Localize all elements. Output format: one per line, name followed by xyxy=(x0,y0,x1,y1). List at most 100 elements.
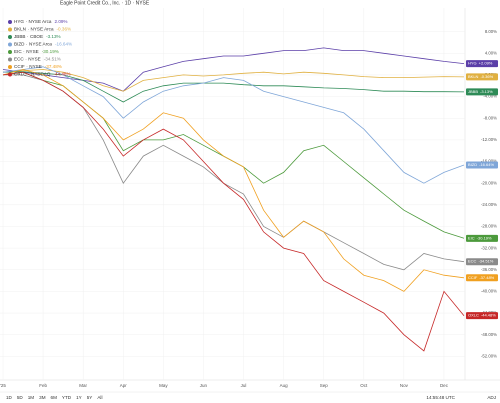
series-line xyxy=(2,47,465,92)
x-tick-label: '25 xyxy=(0,383,6,388)
series-line xyxy=(2,71,465,352)
series-line xyxy=(2,71,465,103)
legend-exchange: NYSE Arca xyxy=(31,27,54,32)
legend-value: -0.36% xyxy=(57,27,72,32)
legend-name: JBBB xyxy=(14,34,26,39)
range-button[interactable]: 3M xyxy=(39,395,46,400)
y-tick-label: -16.00% xyxy=(481,159,497,164)
chart-title: Eagle Point Credit Co., Inc. · 1D · NYSE xyxy=(60,0,150,6)
price-tag: JBBB -3.13% xyxy=(466,88,498,96)
legend-entry: JBBB · CBOE -3.13% xyxy=(14,34,61,39)
legend-swatch xyxy=(8,35,12,39)
y-tick-label: -40.00% xyxy=(481,289,497,294)
price-tag: HYG +2.09% xyxy=(466,60,498,68)
legend-swatch xyxy=(8,57,12,62)
price-tag-value: -0.36% xyxy=(480,74,493,79)
legend-sep: · xyxy=(23,49,25,54)
range-button[interactable]: 1M xyxy=(28,395,35,400)
y-tick-label: -8.00% xyxy=(483,115,497,120)
price-tag-value: +2.09% xyxy=(479,61,493,66)
price-tag-name: OXLC xyxy=(468,313,479,318)
legend-sep: · xyxy=(25,19,27,24)
legend-swatch xyxy=(8,42,12,47)
legend-value: -16.64% xyxy=(55,42,72,47)
x-tick-label: Jul xyxy=(241,383,247,388)
legend-sep: · xyxy=(26,42,28,47)
range-button[interactable]: 6M xyxy=(51,395,58,400)
price-tag-box xyxy=(466,88,498,96)
legend-value: -3.13% xyxy=(46,34,61,39)
y-tick-label: -24.00% xyxy=(481,202,497,207)
range-button[interactable]: 1Y xyxy=(76,395,82,400)
legend-entry: CCIF · NYSE -37.48% xyxy=(14,64,62,69)
legend-value: -30.19% xyxy=(42,49,59,54)
price-tag-text: BIZD -16.64% xyxy=(468,162,494,167)
price-tag-box xyxy=(466,161,498,169)
legend-exchange: NYSE Arca xyxy=(29,42,52,47)
clock: 14:55:48 UTC xyxy=(426,395,455,400)
price-tag-box xyxy=(466,312,498,320)
price-tag-value: -34.51% xyxy=(478,259,493,264)
x-tick-label: Mar xyxy=(79,383,87,388)
legend-value: -34.51% xyxy=(44,57,61,62)
price-tag-name: BKLN xyxy=(468,74,479,79)
legend-sep: · xyxy=(27,34,29,39)
price-tag-value: -37.48% xyxy=(479,275,494,280)
series-line xyxy=(2,69,465,92)
legend-sep: · xyxy=(26,64,28,69)
price-tag-name: JBBB xyxy=(468,89,478,94)
price-tag-box xyxy=(466,60,498,68)
legend-sep: · xyxy=(28,27,30,32)
legend-value: -44.48% xyxy=(53,72,70,77)
legend-swatch xyxy=(8,50,12,54)
x-tick-label: Oct xyxy=(360,383,368,388)
legend-name: BKLN xyxy=(14,27,26,32)
legend-entry: BKLN · NYSE Arca -0.36% xyxy=(14,27,71,32)
range-button[interactable]: 1D xyxy=(6,395,13,400)
range-button[interactable]: 5D xyxy=(17,395,24,400)
x-tick-label: Apr xyxy=(120,383,128,388)
price-tag-name: HYG xyxy=(468,61,477,66)
price-tag-box xyxy=(466,234,498,242)
price-tag-value: -3.13% xyxy=(480,89,493,94)
y-tick-label: -28.00% xyxy=(481,224,497,229)
legend-name: CCIF xyxy=(14,64,25,69)
price-tag-box xyxy=(466,274,498,282)
legend-exchange: CBOE xyxy=(30,34,43,39)
legend-swatch xyxy=(8,72,12,77)
price-tag: BIZD -16.64% xyxy=(466,161,498,169)
legend-exchange: NYSE Arca xyxy=(29,19,52,24)
legend-entry: OXLC · NASDAQ -44.48% xyxy=(14,72,71,77)
price-tag-value: -16.64% xyxy=(479,162,494,167)
price-tag-value: -44.48% xyxy=(481,313,496,318)
y-tick-label: -48.00% xyxy=(481,332,497,337)
legend-name: EIC xyxy=(14,49,22,54)
price-tag: CCIF -37.48% xyxy=(466,274,498,282)
legend-swatch xyxy=(8,27,12,32)
range-button[interactable]: YTD xyxy=(62,395,72,400)
price-tag-box xyxy=(466,258,498,266)
legend-value: 2.09% xyxy=(54,19,67,24)
price-tag-value: -30.19% xyxy=(477,235,492,240)
range-button[interactable]: All xyxy=(97,395,102,400)
price-tag: BKLN -0.36% xyxy=(466,73,498,81)
legend-name: ECC xyxy=(14,57,24,62)
y-tick-label: -4.00% xyxy=(483,94,497,99)
legend-sep: · xyxy=(25,57,27,62)
x-tick-label: Feb xyxy=(39,383,47,388)
range-button[interactable]: 5Y xyxy=(87,395,93,400)
legend-entry: EIC · NYSE -30.19% xyxy=(14,49,59,54)
x-tick-label: Jun xyxy=(200,383,208,388)
legend-entry: BIZD · NYSE Arca -16.64% xyxy=(14,42,72,47)
adj-toggle[interactable]: ADJ xyxy=(487,395,496,400)
price-tag-name: BIZD xyxy=(468,162,477,167)
price-tag-text: OXLC -44.48% xyxy=(468,313,496,318)
price-tag: EIC -30.19% xyxy=(466,234,498,242)
legend-name: OXLC xyxy=(14,72,27,77)
legend-entry: HYG · NYSE Arca 2.09% xyxy=(14,19,68,24)
legend-exchange: NYSE xyxy=(28,57,41,62)
legend-exchange: NASDAQ xyxy=(31,72,51,77)
legend-swatch xyxy=(8,20,12,24)
price-tag-name: EIC xyxy=(468,235,475,240)
